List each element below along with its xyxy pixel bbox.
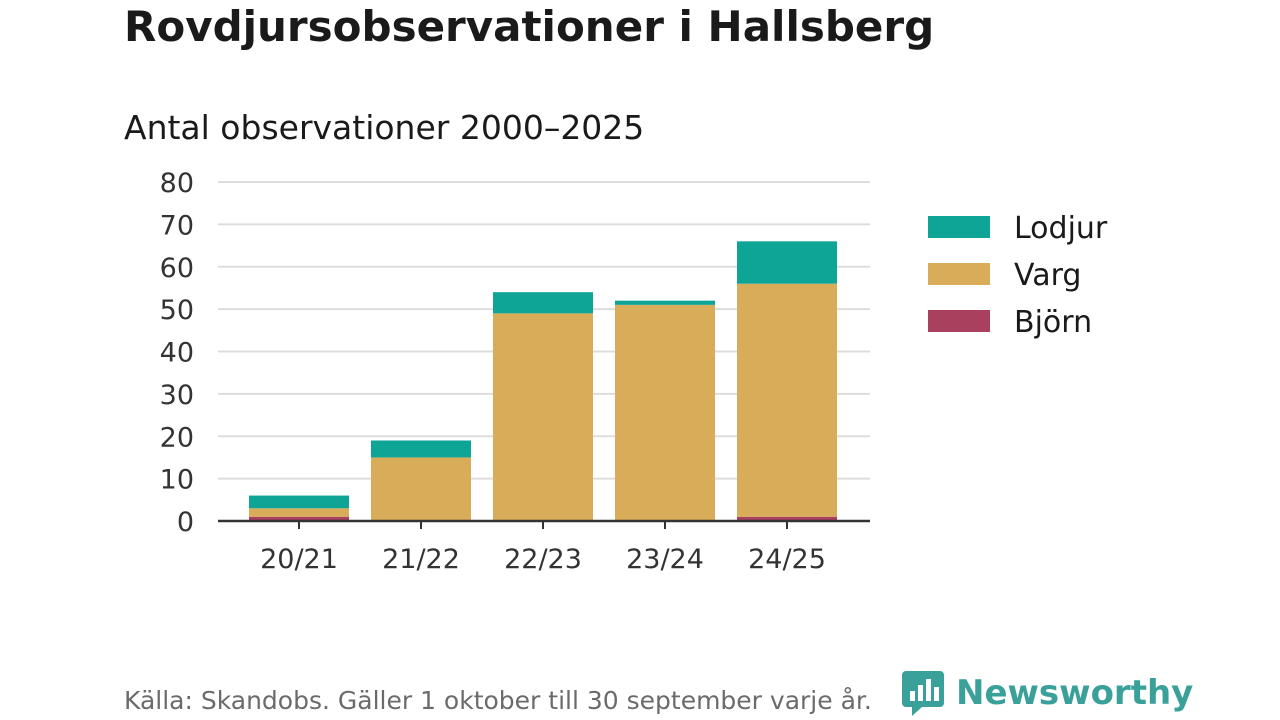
brand-name: Newsworthy [956,673,1194,713]
chart-subtitle: Antal observationer 2000–2025 [124,108,645,147]
newsworthy-logo-icon [902,671,944,716]
bar-varg-23-24 [615,304,715,521]
source-note: Källa: Skandobs. Gäller 1 oktober till 3… [124,686,872,715]
legend-swatch-bjorn [928,310,990,332]
bar-bjorn-24-25 [737,516,837,521]
x-tick-label-24-25: 24/25 [748,544,826,575]
y-tick-label-0: 0 [177,507,194,538]
stacked-bar-chart: 0 10 20 30 40 50 60 70 80 20/21 21/22 22/23 23/24 24/… [160,168,1108,575]
bar-lodjur-20-21 [249,495,349,509]
y-tick-label-40: 40 [160,338,194,369]
legend-label-lodjur: Lodjur [1014,211,1108,246]
bar-lodjur-24-25 [737,241,837,284]
bar-varg-20-21 [249,508,349,517]
y-tick-label-20: 20 [160,422,194,453]
y-tick-label-10: 10 [160,465,194,496]
y-tick-label-50: 50 [160,295,194,326]
legend-label-varg: Varg [1014,258,1081,293]
x-tick-label-20-21: 20/21 [260,544,338,575]
x-tick-label-22-23: 22/23 [504,544,582,575]
bar-lodjur-22-23 [493,292,593,314]
bar-varg-22-23 [493,313,593,521]
legend-label-bjorn: Björn [1014,305,1092,340]
bar-varg-21-22 [371,457,471,521]
y-tick-label-70: 70 [160,210,194,241]
y-tick-label-60: 60 [160,253,194,284]
bar-lodjur-21-22 [371,440,471,458]
legend-swatch-lodjur [928,216,990,238]
bar-lodjur-23-24 [615,300,715,305]
brand-block: Newsworthy [902,668,1193,718]
legend-swatch-varg [928,263,990,285]
y-tick-label-30: 30 [160,380,194,411]
y-tick-label-80: 80 [160,168,194,199]
bar-varg-24-25 [737,283,837,517]
page-title: Rovdjursobservationer i Hallsberg [124,2,935,51]
bar-bjorn-20-21 [249,516,349,521]
x-tick-label-23-24: 23/24 [626,544,704,575]
x-tick-label-21-22: 21/22 [382,544,460,575]
